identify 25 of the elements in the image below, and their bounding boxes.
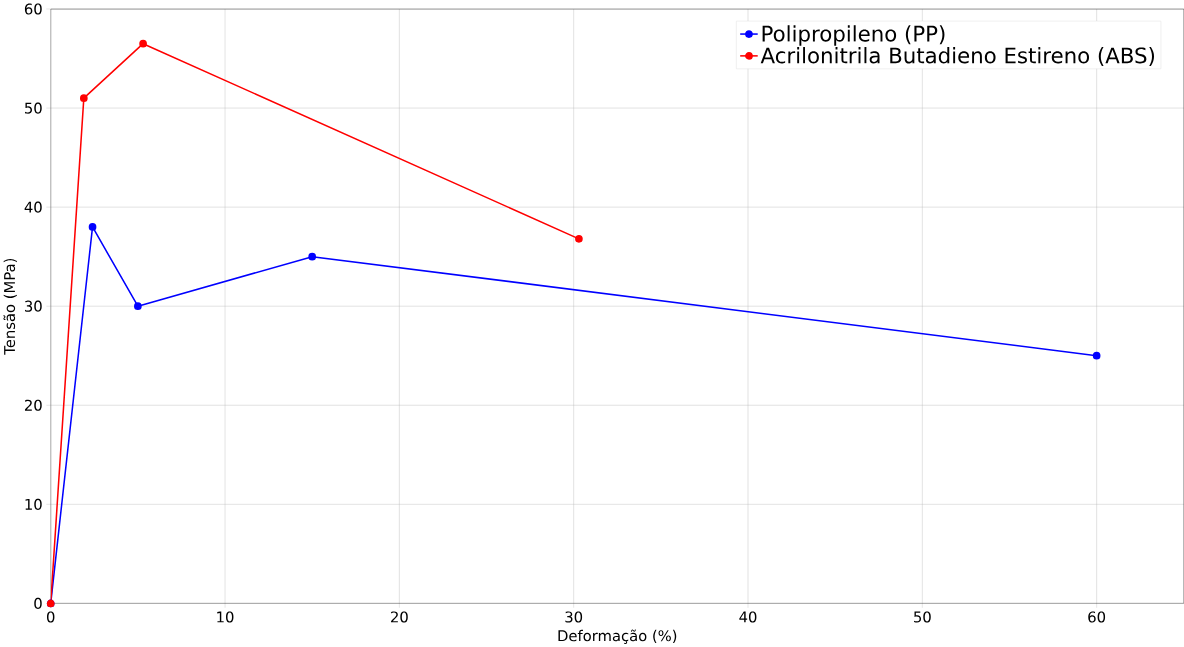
legend-label: Acrilonitrila Butadieno Estireno (ABS) [760, 46, 1155, 66]
point [308, 252, 317, 261]
legend-label: Polipropileno (PP) [762, 25, 945, 46]
x-tick-label: 10 [217, 611, 234, 623]
y-tick-label: 50 [25, 102, 42, 114]
x-tick-label: 20 [391, 611, 408, 623]
y-tick-label: 40 [24, 201, 42, 213]
y-tick-label: 30 [25, 300, 42, 312]
x-tick-label: 50 [914, 611, 931, 623]
point [575, 234, 583, 243]
x-tick-label: 30 [565, 611, 583, 623]
y-axis-title: Tensão (MPa) [3, 258, 17, 355]
y-tick-label: 10 [25, 498, 42, 510]
point [1092, 351, 1101, 360]
y-tick-label: 20 [24, 399, 42, 411]
point [88, 222, 97, 231]
y-tick-label: 60 [24, 3, 42, 15]
x-tick-label: 0 [46, 611, 55, 623]
point [139, 39, 147, 48]
point [134, 302, 142, 310]
x-tick-label: 40 [739, 611, 757, 623]
y-tick-label: 0 [34, 597, 42, 609]
point [79, 94, 88, 102]
x-axis-title: Deformação (%) [558, 629, 677, 644]
x-tick-label: 60 [1088, 611, 1106, 623]
